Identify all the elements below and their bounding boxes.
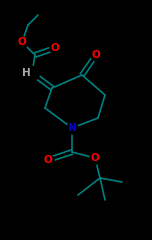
Text: N: N: [68, 123, 76, 133]
Text: H: H: [22, 68, 30, 78]
Text: O: O: [51, 43, 59, 53]
Text: O: O: [91, 153, 99, 163]
Text: O: O: [44, 155, 52, 165]
Text: O: O: [92, 50, 100, 60]
Text: O: O: [18, 37, 26, 47]
